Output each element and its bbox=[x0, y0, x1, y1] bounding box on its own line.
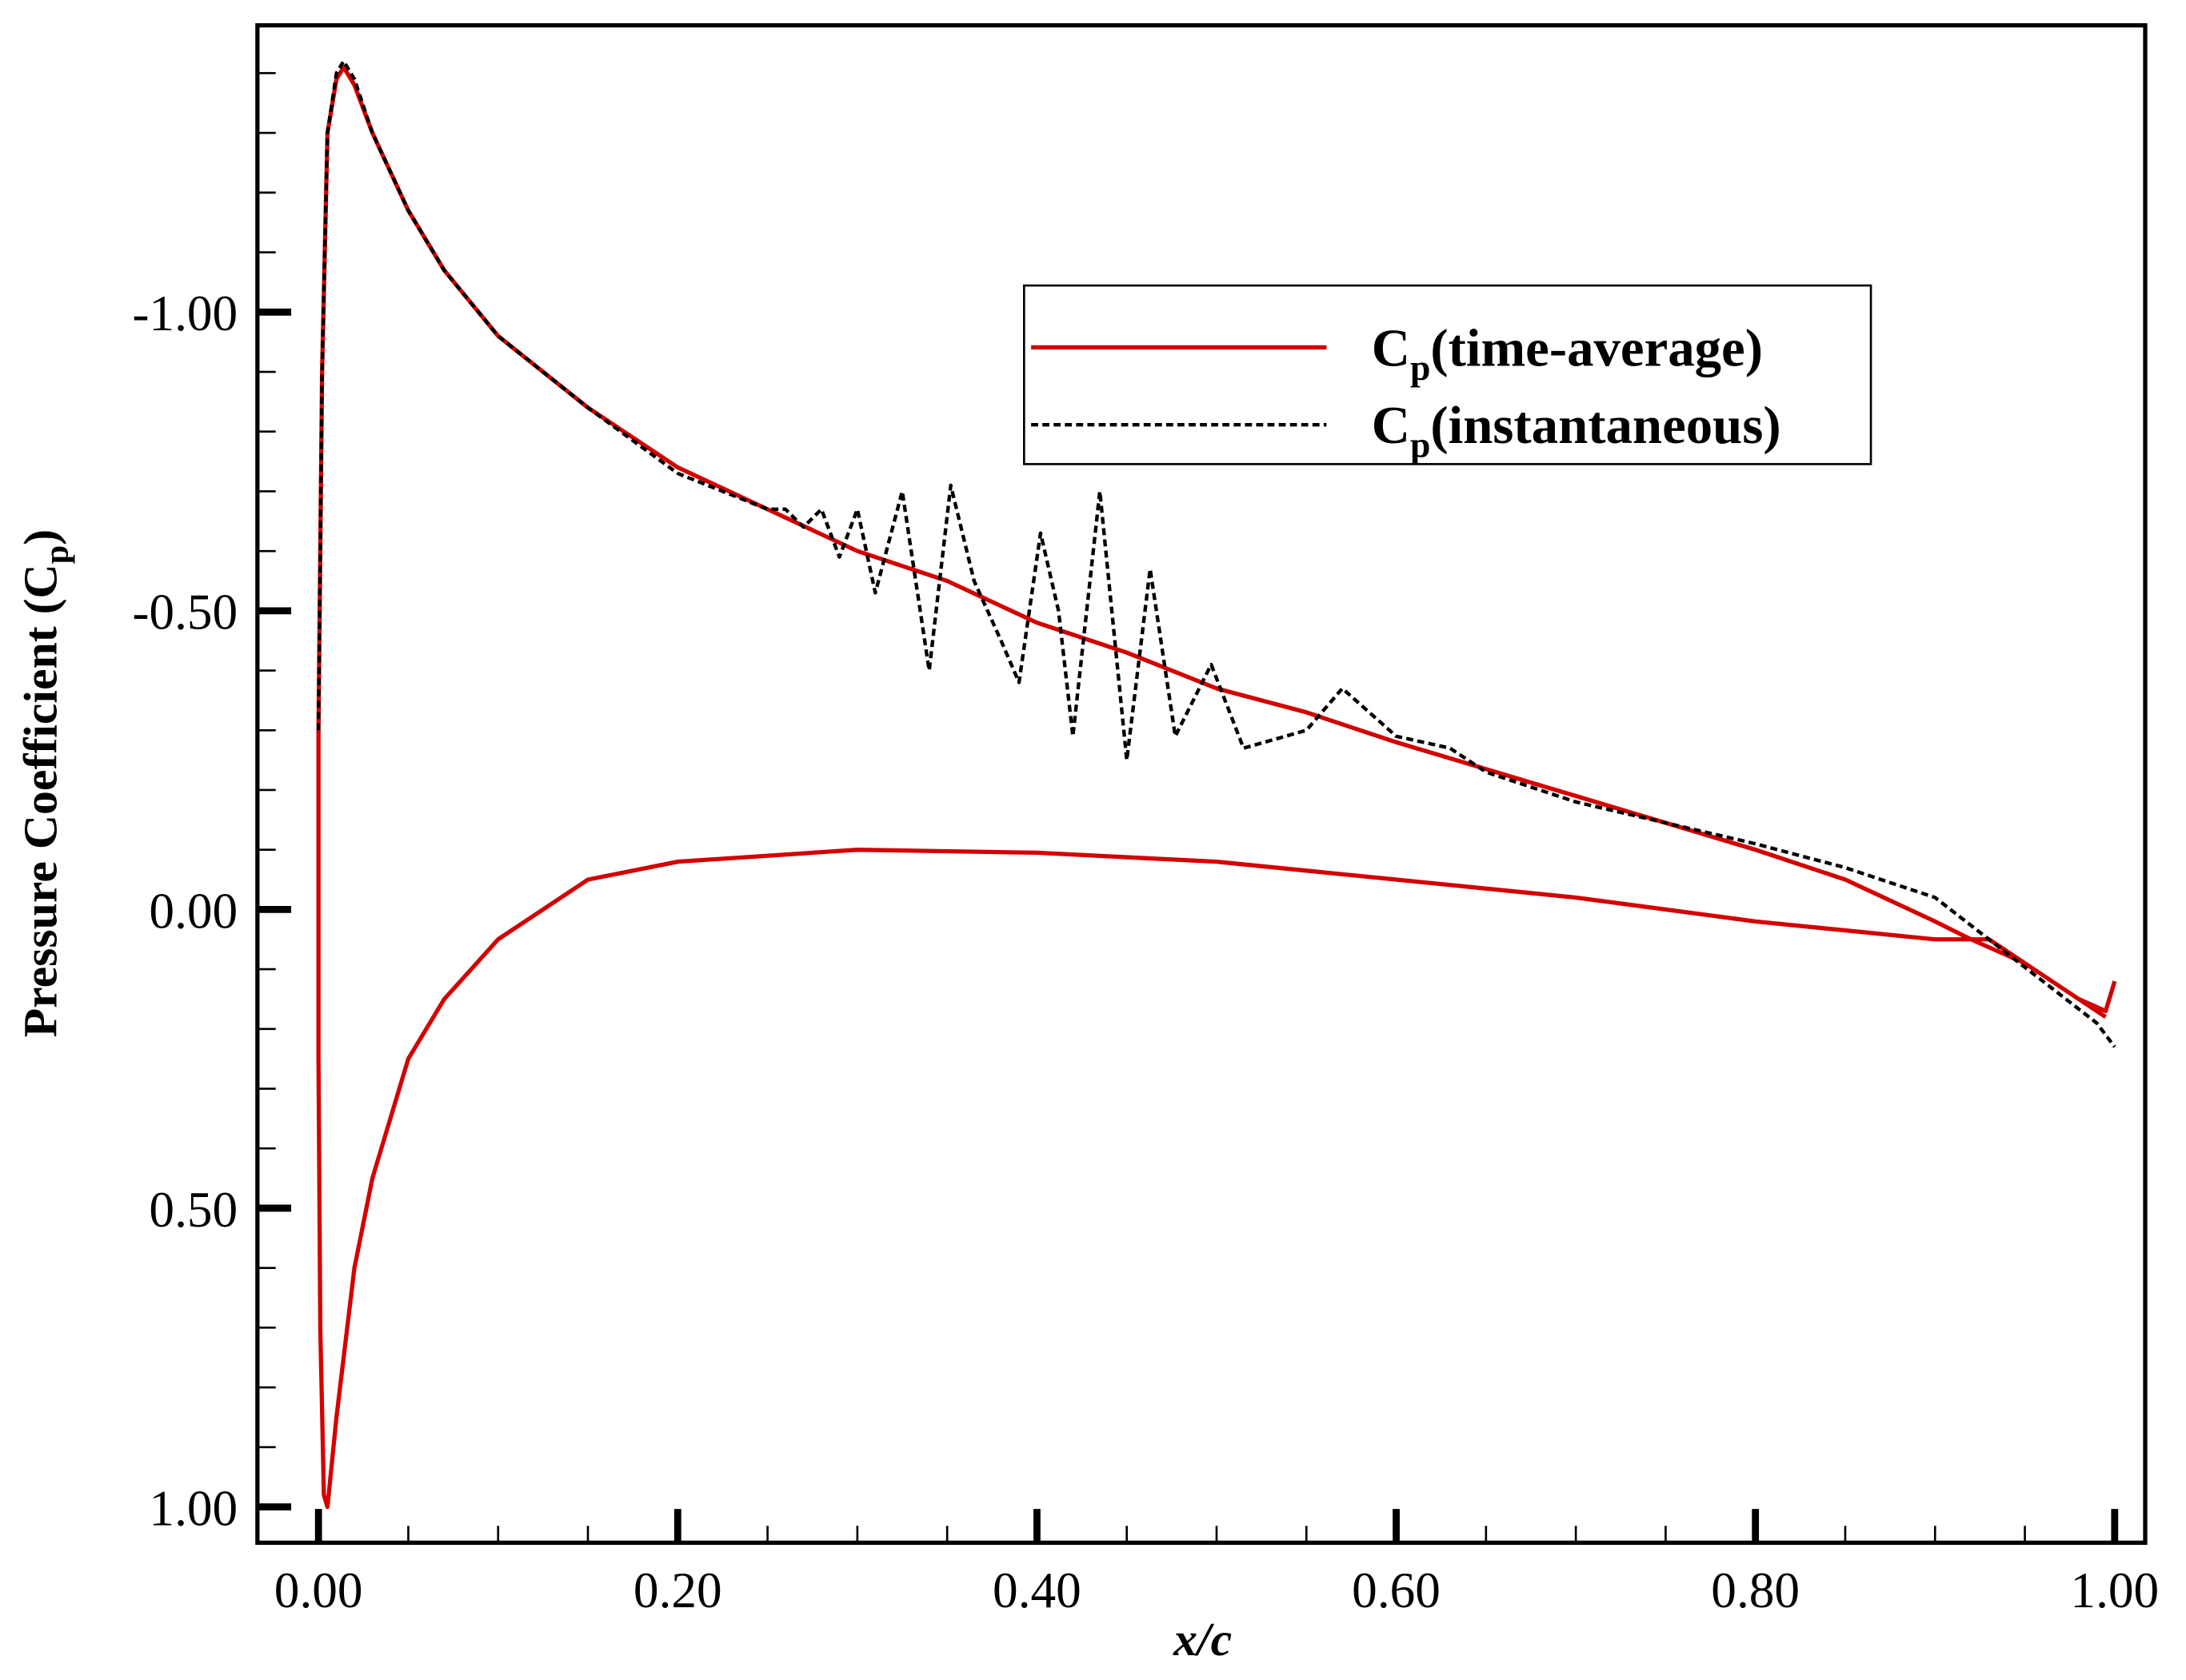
y-tick-label: -0.50 bbox=[132, 585, 238, 640]
x-tick-label: 1.00 bbox=[2070, 1562, 2159, 1618]
y-tick-label: -1.00 bbox=[132, 285, 238, 341]
data-line bbox=[316, 59, 2116, 1048]
legend-base: C bbox=[1372, 318, 1410, 377]
x-tick-label: 0.60 bbox=[1352, 1562, 1441, 1618]
legend-text: (time-average) bbox=[1430, 318, 1763, 377]
y-tick-label: 0.00 bbox=[149, 883, 238, 939]
plot-frame bbox=[255, 23, 2148, 1545]
x-tick-label: 0.40 bbox=[993, 1562, 1081, 1618]
y-tick-label: 0.50 bbox=[149, 1182, 238, 1238]
legend-text: (instantaneous) bbox=[1430, 396, 1780, 455]
y-tick-label: 1.00 bbox=[149, 1480, 238, 1536]
legend-label: Cp(instantaneous) bbox=[1372, 396, 1781, 465]
y-axis-label: Pressure Coefficient (Cp) bbox=[14, 529, 75, 1037]
x-tick-label: 0.80 bbox=[1711, 1562, 1800, 1618]
x-tick-label: 0.20 bbox=[633, 1562, 722, 1618]
legend-label: Cp(time-average) bbox=[1372, 318, 1763, 388]
y-label-text: Pressure Coefficient (C bbox=[14, 564, 66, 1037]
y-label-sub: p bbox=[38, 545, 75, 564]
y-label-end: ) bbox=[14, 529, 66, 545]
legend-sub: p bbox=[1410, 347, 1430, 388]
x-axis-label: x/c bbox=[1173, 1613, 1232, 1666]
legend-base: C bbox=[1372, 396, 1410, 455]
legend-box bbox=[1023, 284, 1872, 465]
x-tick-label: 0.00 bbox=[274, 1562, 363, 1618]
legend-sub: p bbox=[1410, 425, 1430, 465]
